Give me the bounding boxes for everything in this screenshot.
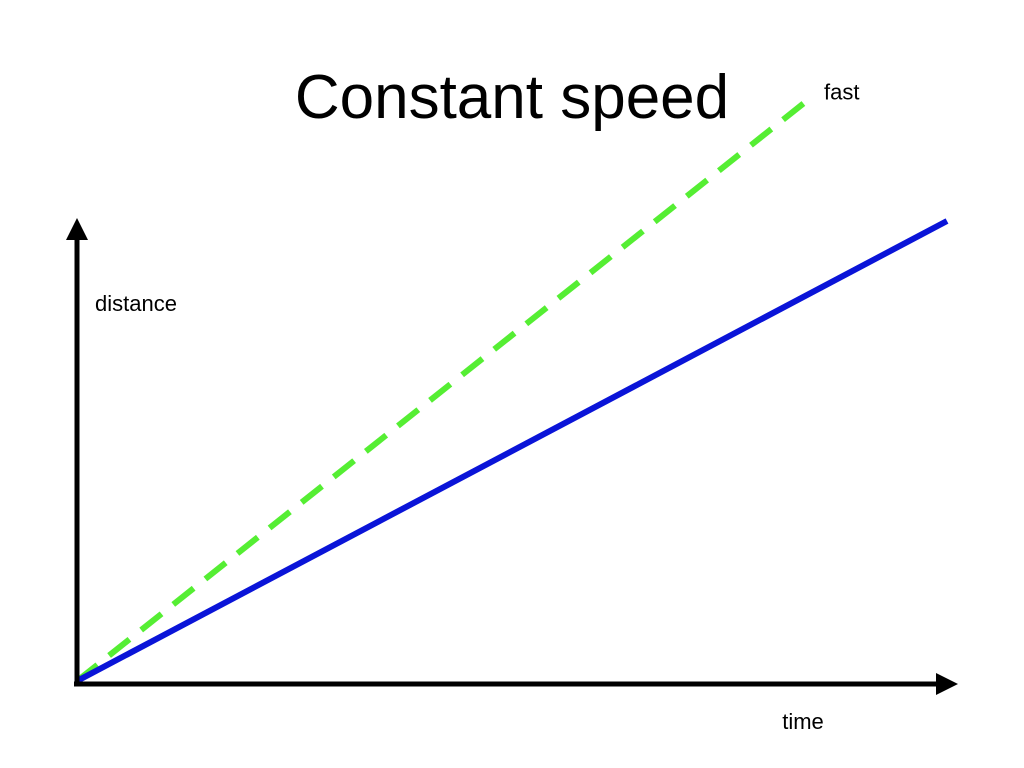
chart-title: Constant speed [294, 63, 730, 132]
y-axis-label: distance [95, 291, 177, 316]
series-line-series-2 [75, 218, 949, 684]
x-axis-label: time [782, 709, 824, 734]
series-line-fast [75, 99, 808, 684]
series-layer: fast [75, 79, 949, 684]
series-label-fast: fast [824, 79, 859, 104]
